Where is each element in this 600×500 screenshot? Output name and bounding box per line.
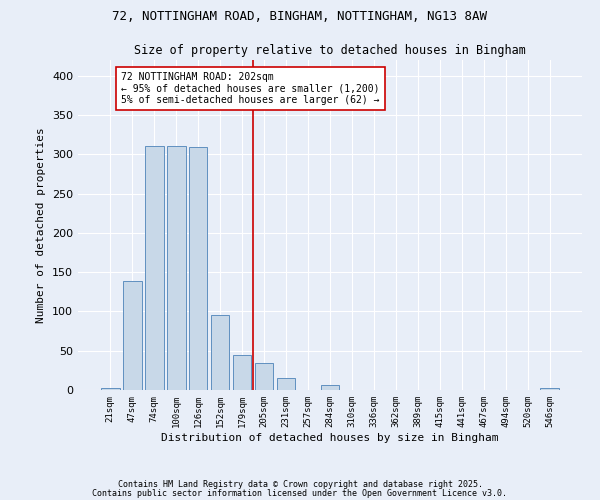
Bar [320, 386, 340, 390]
Bar [123, 281, 142, 390]
Bar [255, 364, 274, 390]
Text: Contains public sector information licensed under the Open Government Licence v3: Contains public sector information licen… [92, 489, 508, 498]
Text: 72, NOTTINGHAM ROAD, BINGHAM, NOTTINGHAM, NG13 8AW: 72, NOTTINGHAM ROAD, BINGHAM, NOTTINGHAM… [113, 10, 487, 23]
X-axis label: Distribution of detached houses by size in Bingham: Distribution of detached houses by size … [161, 432, 499, 442]
Bar [233, 354, 251, 390]
Bar [101, 388, 119, 390]
Text: Contains HM Land Registry data © Crown copyright and database right 2025.: Contains HM Land Registry data © Crown c… [118, 480, 482, 489]
Bar [541, 388, 559, 390]
Y-axis label: Number of detached properties: Number of detached properties [37, 127, 46, 323]
Bar [189, 147, 208, 390]
Bar [167, 146, 185, 390]
Bar [277, 378, 295, 390]
Title: Size of property relative to detached houses in Bingham: Size of property relative to detached ho… [134, 44, 526, 58]
Text: 72 NOTTINGHAM ROAD: 202sqm
← 95% of detached houses are smaller (1,200)
5% of se: 72 NOTTINGHAM ROAD: 202sqm ← 95% of deta… [121, 72, 380, 105]
Bar [145, 146, 164, 390]
Bar [211, 316, 229, 390]
